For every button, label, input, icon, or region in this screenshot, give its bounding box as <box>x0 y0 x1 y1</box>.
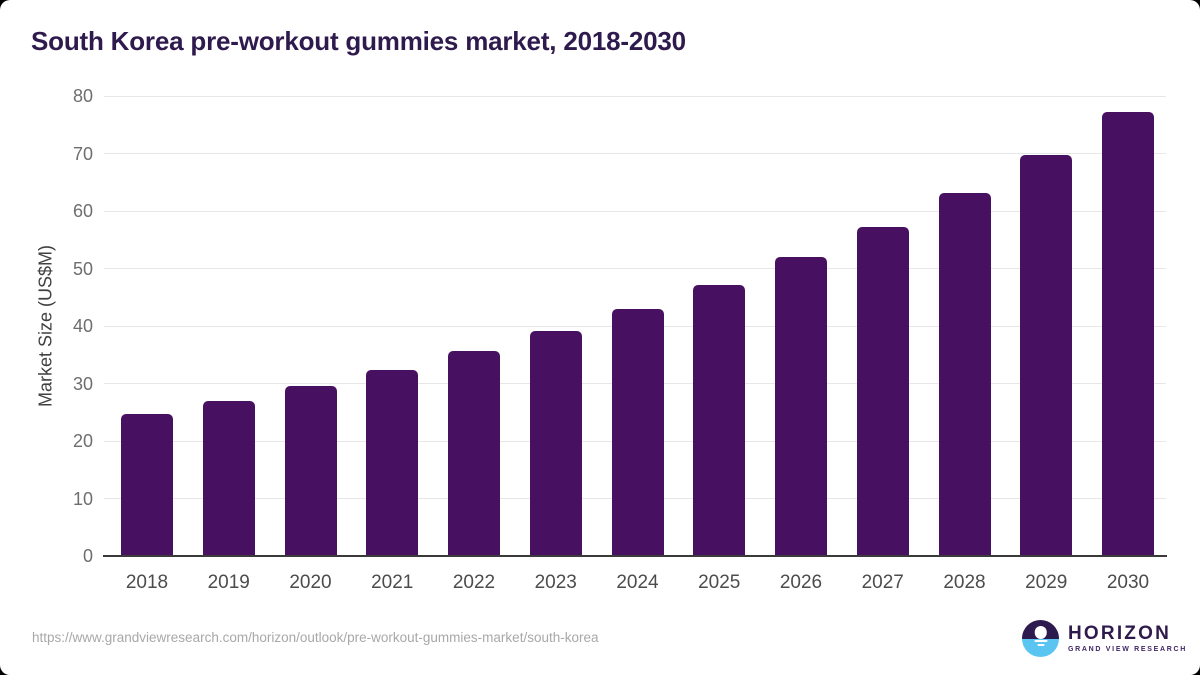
gridline-60 <box>104 210 1166 212</box>
logo-text-block: HORIZON GRAND VIEW RESEARCH <box>1068 624 1187 653</box>
y-tick-label-80: 80 <box>72 86 93 106</box>
logo-wave-line-1 <box>1034 639 1047 643</box>
bar-2029 <box>1020 154 1073 556</box>
bar-2022 <box>448 350 500 556</box>
bar-2018 <box>121 413 173 556</box>
logo-subtitle: GRAND VIEW RESEARCH <box>1068 646 1188 653</box>
horizon-logo: HORIZON GRAND VIEW RESEARCH <box>1022 620 1187 657</box>
source-url: https://www.grandviewresearch.com/horizo… <box>32 630 599 645</box>
chart-title: South Korea pre-workout gummies market, … <box>31 26 686 56</box>
x-axis-line <box>103 555 1167 557</box>
x-tick-label-2025: 2025 <box>698 572 741 593</box>
y-tick-label-0: 0 <box>82 546 93 566</box>
bar-2025 <box>693 284 746 556</box>
logo-sun-dot <box>1034 626 1047 639</box>
logo-water-half <box>1022 638 1059 657</box>
x-tick-label-2018: 2018 <box>125 572 169 593</box>
y-tick-label-60: 60 <box>72 201 93 221</box>
x-tick-label-2030: 2030 <box>1106 572 1150 593</box>
x-tick-label-2021: 2021 <box>371 572 414 593</box>
bar-2021 <box>366 370 419 556</box>
bar-2024 <box>611 309 664 556</box>
x-tick-label-2028: 2028 <box>943 572 986 593</box>
y-tick-label-70: 70 <box>72 143 93 164</box>
y-tick-label-20: 20 <box>72 431 93 451</box>
logo-wave-line-2 <box>1037 644 1044 647</box>
y-tick-label-30: 30 <box>72 373 93 394</box>
x-tick-label-2029: 2029 <box>1025 572 1068 593</box>
bar-2027 <box>856 226 909 556</box>
x-tick-label-2022: 2022 <box>452 572 496 593</box>
bar-2020 <box>284 386 337 556</box>
gridline-80 <box>104 95 1166 97</box>
x-tick-label-2020: 2020 <box>289 572 332 593</box>
bar-2023 <box>529 331 582 556</box>
x-tick-label-2027: 2027 <box>861 572 904 593</box>
x-tick-label-2023: 2023 <box>534 572 577 593</box>
x-tick-label-2026: 2026 <box>779 572 823 593</box>
sun-over-water-icon <box>1022 620 1059 657</box>
bar-2030 <box>1102 112 1154 556</box>
logo-name: HORIZON <box>1068 623 1172 644</box>
bar-2019 <box>202 401 255 556</box>
x-tick-label-2019: 2019 <box>207 572 250 593</box>
bar-2026 <box>775 257 827 556</box>
bar-2028 <box>938 193 991 556</box>
gridline-50 <box>104 268 1166 269</box>
gridline-70 <box>104 153 1166 154</box>
y-tick-label-50: 50 <box>72 258 93 279</box>
y-tick-label-40: 40 <box>72 316 93 336</box>
x-tick-label-2024: 2024 <box>616 572 659 593</box>
y-tick-label-10: 10 <box>72 488 93 509</box>
